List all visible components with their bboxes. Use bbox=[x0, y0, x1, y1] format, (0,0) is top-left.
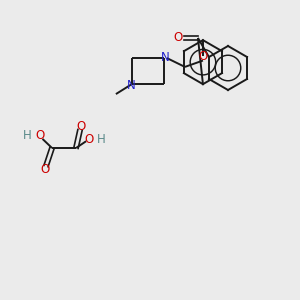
Text: H: H bbox=[97, 133, 106, 146]
Text: O: O bbox=[174, 32, 183, 44]
Text: N: N bbox=[160, 51, 169, 64]
Text: N: N bbox=[127, 79, 135, 92]
Text: O: O bbox=[198, 50, 208, 63]
Text: O: O bbox=[76, 121, 85, 134]
Text: O: O bbox=[40, 163, 50, 176]
Text: O: O bbox=[85, 133, 94, 146]
Text: O: O bbox=[35, 129, 44, 142]
Text: H: H bbox=[23, 129, 32, 142]
